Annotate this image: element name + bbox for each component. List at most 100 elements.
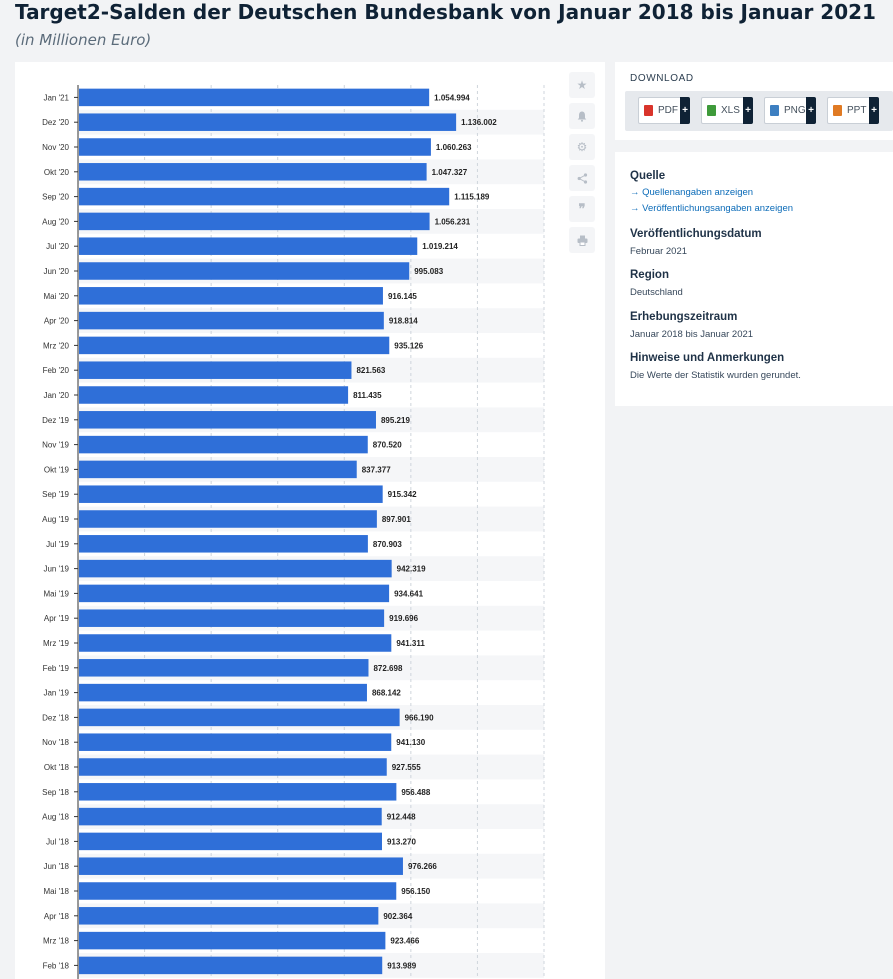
bar[interactable] (79, 212, 430, 231)
bar[interactable] (79, 733, 392, 751)
region-heading: Region (630, 269, 669, 281)
data-label: 1.115.189 (454, 193, 490, 202)
page-subtitle: (in Millionen Euro) (15, 31, 152, 49)
bar[interactable] (79, 460, 357, 479)
download-png-button[interactable]: PNG + (764, 97, 816, 124)
y-tick-label: Mai '18 (43, 887, 69, 896)
data-label: 868.142 (372, 689, 401, 698)
y-tick-label: Aug '19 (42, 515, 69, 524)
data-label: 1.019.214 (422, 242, 458, 251)
bar[interactable] (79, 783, 397, 801)
data-label: 956.488 (401, 788, 430, 797)
bar[interactable] (79, 659, 369, 677)
bar[interactable] (79, 708, 400, 727)
bar[interactable] (79, 683, 367, 702)
bar[interactable] (79, 535, 368, 553)
data-label: 976.266 (408, 862, 437, 871)
bar[interactable] (79, 634, 392, 652)
bar[interactable] (79, 907, 379, 925)
publication-link[interactable]: → Veröffentlichungsangaben anzeigen (630, 203, 794, 214)
data-label: 942.319 (397, 565, 426, 574)
bar[interactable] (79, 857, 403, 875)
pdf-icon (644, 105, 653, 116)
bar[interactable] (79, 485, 383, 503)
favorite-button[interactable]: ★ (569, 72, 595, 98)
data-label: 1.056.231 (435, 217, 471, 226)
y-tick-label: Okt '19 (44, 465, 70, 474)
bar[interactable] (79, 435, 368, 454)
bar[interactable] (79, 931, 386, 950)
bar[interactable] (79, 807, 382, 826)
print-button[interactable] (569, 227, 595, 253)
bar[interactable] (79, 510, 377, 528)
data-label: 870.520 (373, 441, 402, 450)
y-tick-label: Jan '20 (43, 391, 69, 400)
bar[interactable] (79, 113, 457, 131)
y-tick-label: Apr '19 (44, 614, 70, 623)
data-label: 1.047.327 (432, 168, 468, 177)
y-tick-label: Dez '18 (42, 713, 69, 722)
bar[interactable] (79, 386, 349, 404)
y-tick-label: Mrz '18 (43, 937, 70, 946)
y-tick-label: Feb '18 (43, 961, 70, 970)
y-tick-label: Dez '20 (42, 118, 69, 127)
data-label: 995.083 (414, 267, 443, 276)
bar[interactable] (79, 138, 431, 156)
bar[interactable] (79, 411, 376, 429)
ppt-label: PPT (847, 105, 867, 116)
bar[interactable] (79, 88, 430, 107)
download-panel: DOWNLOAD PDF + XLS + PNG + PPT + (615, 62, 893, 140)
bar[interactable] (79, 609, 385, 627)
bar[interactable] (79, 361, 352, 379)
bar[interactable] (79, 237, 418, 255)
print-icon (577, 235, 587, 246)
bar[interactable] (79, 559, 392, 578)
bar[interactable] (79, 163, 427, 181)
notification-button[interactable] (569, 103, 595, 129)
bar[interactable] (79, 311, 384, 330)
bar[interactable] (79, 287, 383, 305)
data-label: 811.435 (353, 391, 382, 400)
chart-toolbar: ★ ⚙ ❞ (569, 72, 595, 258)
bar[interactable] (79, 956, 383, 975)
share-button[interactable] (569, 165, 595, 191)
bar[interactable] (79, 187, 450, 206)
download-buttons: PDF + XLS + PNG + PPT + (625, 91, 893, 131)
y-tick-label: Jul '19 (46, 540, 69, 549)
bar[interactable] (79, 336, 390, 355)
data-label: 966.190 (405, 713, 434, 722)
download-ppt-button[interactable]: PPT + (827, 97, 879, 124)
bar[interactable] (79, 262, 410, 280)
source-heading: Quelle (630, 170, 666, 182)
y-tick-label: Mai '19 (43, 589, 69, 598)
y-tick-label: Nov '18 (42, 738, 69, 747)
source-link[interactable]: → Quellenangaben anzeigen (630, 187, 754, 198)
cite-button[interactable]: ❞ (569, 196, 595, 222)
y-tick-label: Nov '19 (42, 441, 69, 450)
data-label: 913.989 (387, 961, 416, 970)
data-label: 897.901 (382, 515, 411, 524)
bar-chart: Jan '21 1.054.994 Dez '20 1.136.002 Nov '20 1… (42, 85, 545, 979)
data-label: 872.698 (373, 664, 402, 673)
data-label: 821.563 (356, 366, 385, 375)
y-tick-label: Sep '20 (42, 193, 69, 202)
download-pdf-button[interactable]: PDF + (638, 97, 690, 124)
plus-icon: + (806, 97, 816, 124)
y-tick-label: Nov '20 (42, 143, 69, 152)
data-label: 895.219 (381, 416, 410, 425)
y-tick-label: Jan '21 (43, 93, 69, 102)
bar[interactable] (79, 758, 387, 776)
bar[interactable] (79, 832, 382, 851)
data-label: 915.342 (388, 490, 417, 499)
pubdate-value: Februar 2021 (630, 246, 688, 257)
bar[interactable] (79, 584, 390, 603)
data-label: 918.814 (389, 317, 418, 326)
png-icon (770, 105, 779, 116)
download-xls-button[interactable]: XLS + (701, 97, 753, 124)
ppt-icon (833, 105, 842, 116)
data-label: 912.448 (387, 813, 416, 822)
bell-icon (577, 111, 587, 122)
period-value: Januar 2018 bis Januar 2021 (630, 329, 754, 340)
settings-button[interactable]: ⚙ (569, 134, 595, 160)
bar[interactable] (79, 882, 397, 900)
